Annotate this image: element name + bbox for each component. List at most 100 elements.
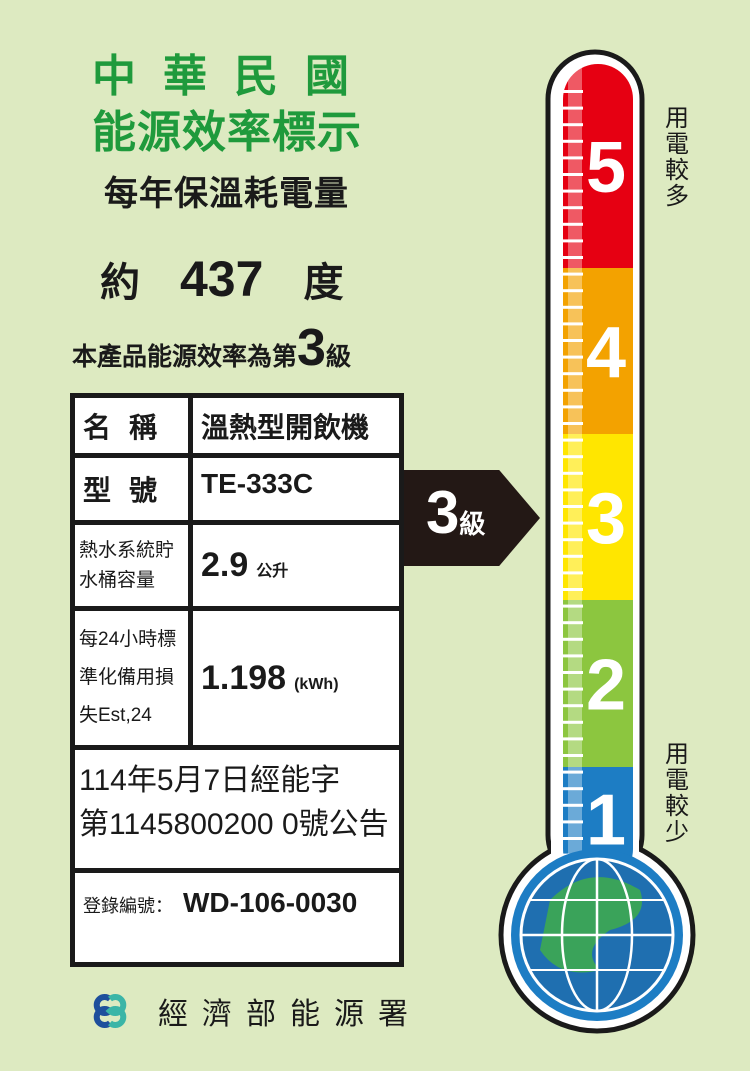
tube-highlight	[568, 434, 582, 600]
scale-tick	[563, 621, 583, 625]
less-usage-label: 用電較少	[665, 741, 689, 846]
scale-tick	[563, 355, 583, 359]
scale-tick	[563, 239, 583, 243]
scale-tick	[563, 189, 583, 193]
grade-text: 本產品能源效率為第	[72, 343, 298, 371]
title-country: 中華民國	[92, 52, 376, 101]
scale-tick	[563, 770, 583, 774]
scale-tick	[563, 222, 583, 226]
scale-tick	[563, 388, 583, 392]
tube-highlight	[568, 767, 582, 870]
scale-tick	[563, 720, 583, 724]
scale-tick	[563, 90, 583, 93]
table-row: 熱水系統貯水桶容量 2.9 公升	[70, 520, 404, 611]
scale-tick	[563, 671, 583, 674]
capacity-value: 2.9	[201, 546, 249, 584]
scale-tick	[563, 554, 583, 558]
standby-label-2: 準化備用損	[79, 667, 175, 688]
scale-tick	[563, 471, 583, 475]
scale-tick	[563, 272, 583, 276]
footer: 經濟部能源署	[90, 989, 408, 1033]
model-label: 型號	[70, 453, 193, 525]
level-number: 3	[586, 479, 626, 559]
scale-tick	[563, 156, 583, 160]
band-level-5	[563, 64, 633, 268]
more-usage-label: 用電較多	[665, 105, 689, 210]
scale-tick	[563, 455, 583, 459]
standby-label: 每24小時標 準化備用損失Est,24	[70, 606, 193, 750]
scale-tick	[563, 206, 583, 210]
tube-highlight	[568, 268, 582, 434]
scale-tick	[563, 604, 583, 608]
table-row: 名稱 溫熱型開飲機	[70, 393, 404, 458]
scale-tick	[563, 704, 583, 708]
capacity-unit: 公升	[256, 563, 289, 580]
usage-prefix: 約	[100, 261, 140, 305]
agency-name: 經濟部能源署	[158, 998, 422, 1031]
scale-tick	[563, 422, 583, 425]
level-number: 4	[586, 313, 626, 393]
scale-tick	[563, 372, 583, 376]
subtitle: 每年保溫耗電量	[104, 175, 349, 213]
scale-tick	[563, 687, 583, 691]
capacity-label: 熱水系統貯水桶容量	[70, 520, 193, 611]
scale-tick	[563, 488, 583, 492]
level-number: 5	[586, 128, 626, 208]
tube-highlight	[568, 64, 582, 268]
grade-suffix: 級	[325, 343, 351, 371]
scale-tick	[563, 654, 583, 658]
scale-tick	[563, 405, 583, 409]
announcement: 114年5月7日經能字第1145800200 0號公告	[70, 745, 404, 873]
scale-tick	[563, 339, 583, 342]
agency-logo	[93, 994, 127, 1028]
table-row: 型號 TE-333C	[70, 453, 404, 525]
table-row: 114年5月7日經能字第1145800200 0號公告	[70, 745, 404, 873]
model-value: TE-333C	[188, 453, 404, 525]
grade-statement: 本產品能源效率為第3級	[72, 318, 351, 378]
scale-tick	[563, 837, 583, 840]
scale-tick	[563, 521, 583, 525]
scale-tick	[563, 787, 583, 791]
scale-tick	[563, 803, 583, 807]
scale-tick	[563, 438, 583, 442]
usage-value: 437	[180, 251, 264, 307]
grade-level: 3	[297, 319, 326, 377]
reg-label: 登錄編號：	[83, 895, 173, 916]
tube-highlight	[568, 600, 582, 767]
label-body: 名稱 溫熱型開飲機 型號 TE-333C 熱水系統貯水桶容量 2.9 公升 每24小時標…	[70, 393, 408, 1033]
annual-usage: 約 437 度	[100, 250, 343, 308]
table-row: 登錄編號： WD-106-0030	[70, 868, 404, 967]
standby-label-1: 每24小時標	[79, 629, 177, 650]
scale-tick	[563, 737, 583, 741]
scale-tick	[563, 754, 583, 757]
scale-tick	[563, 106, 583, 110]
scale-tick	[563, 820, 583, 824]
registration: 登錄編號： WD-106-0030	[70, 868, 404, 967]
name-label: 名稱	[70, 393, 193, 458]
announcement-line-2: 第1145800200 0號公告	[79, 808, 389, 841]
spec-table: 名稱 溫熱型開飲機 型號 TE-333C 熱水系統貯水桶容量 2.9 公升 每24小時標…	[70, 393, 404, 967]
scale-tick	[563, 538, 583, 542]
standby-unit: (kWh)	[294, 675, 339, 693]
scale-tick	[563, 588, 583, 591]
usage-unit: 度	[303, 261, 344, 305]
arrow-suffix: 級	[459, 509, 486, 539]
table-row: 每24小時標 準化備用損 失Est,24 1.198 (kWh)	[70, 606, 404, 750]
level-number: 2	[586, 646, 626, 726]
thermometer: 5 4 3 2 1	[498, 49, 696, 1034]
standby-value: 1.198	[201, 658, 287, 697]
scale-tick	[563, 637, 583, 641]
scale-tick	[563, 256, 583, 259]
scale-tick	[563, 322, 583, 326]
scale-tick	[563, 139, 583, 143]
standby-label-3: 失Est,24	[79, 705, 152, 726]
scale-tick	[563, 123, 583, 127]
name-value: 溫熱型開飲機	[188, 393, 404, 458]
reg-value: WD-106-0030	[183, 886, 358, 918]
scale-tick	[563, 305, 583, 309]
level-number: 1	[586, 781, 626, 861]
scale-tick	[563, 173, 583, 176]
announcement-line-1: 114年5月7日經能字	[79, 764, 341, 797]
scale-tick	[563, 289, 583, 293]
scale-tick	[563, 571, 583, 575]
